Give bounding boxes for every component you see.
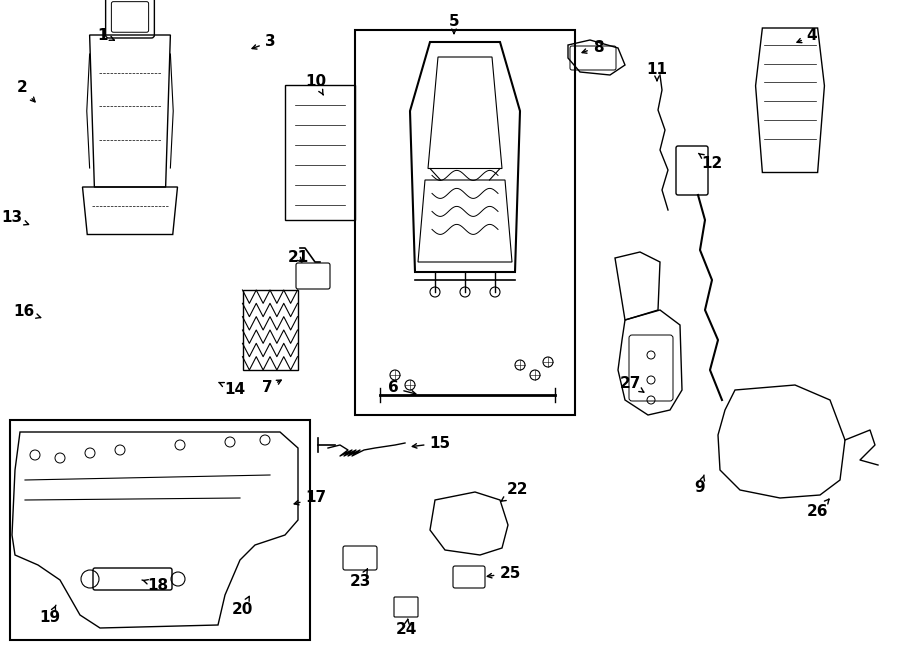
Text: 24: 24 [395, 619, 417, 637]
Text: 21: 21 [287, 251, 309, 266]
Text: 10: 10 [305, 75, 327, 95]
Text: 18: 18 [142, 578, 168, 592]
Text: 25: 25 [487, 566, 521, 580]
Text: 3: 3 [252, 34, 275, 50]
Text: 22: 22 [501, 483, 529, 501]
Text: 2: 2 [16, 81, 35, 102]
Text: 27: 27 [619, 375, 644, 392]
Text: 8: 8 [582, 40, 603, 54]
Text: 15: 15 [412, 436, 451, 451]
Bar [355, 30, 575, 415]
Text: 17: 17 [294, 490, 327, 506]
Text: 14: 14 [219, 383, 246, 397]
Text: 23: 23 [349, 569, 371, 590]
Text: 4: 4 [797, 28, 817, 44]
Bar [10, 420, 310, 640]
Text: 19: 19 [40, 605, 60, 625]
Text: 11: 11 [646, 63, 668, 81]
Text: 1: 1 [98, 28, 114, 42]
Text: 16: 16 [14, 305, 40, 319]
Text: 9: 9 [695, 475, 706, 496]
Text: 12: 12 [698, 153, 723, 171]
Text: 13: 13 [2, 210, 29, 225]
Text: 6: 6 [388, 381, 416, 395]
Text: 7: 7 [262, 380, 281, 395]
Text: 20: 20 [231, 596, 253, 617]
Text: 26: 26 [807, 499, 829, 520]
Text: 5: 5 [449, 15, 459, 34]
